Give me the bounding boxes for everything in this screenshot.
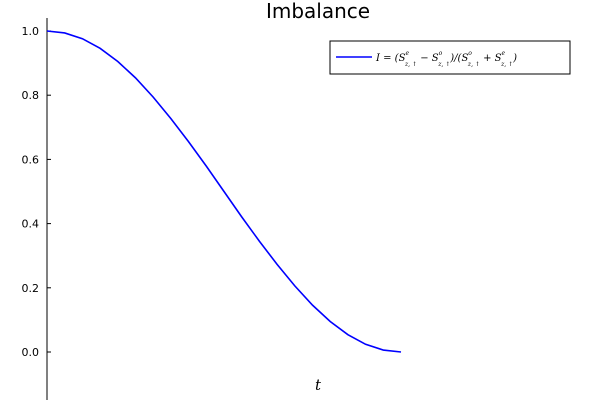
- y-ticks: 0.0 0.2 0.4 0.6 0.8 1.0: [22, 25, 51, 359]
- y-tick-label: 1.0: [22, 25, 40, 38]
- legend: I = (Se z, ↑ − So z, ↑)/(So z, ↑ + Se z, ↑): [329, 40, 571, 75]
- y-tick-label: 0.4: [22, 218, 40, 231]
- x-axis-label: t: [315, 376, 322, 394]
- chart-title: Imbalance: [266, 0, 370, 23]
- y-tick-label: 0.0: [22, 346, 40, 359]
- y-tick-label: 0.6: [22, 153, 40, 166]
- legend-label: I = (Se z, ↑ − So z, ↑)/(So z, ↑ + Se z, ↑): [375, 50, 517, 68]
- series-line-imbalance: [46, 30, 402, 353]
- y-tick-label: 0.2: [22, 282, 40, 295]
- y-tick-label: 0.8: [22, 89, 40, 102]
